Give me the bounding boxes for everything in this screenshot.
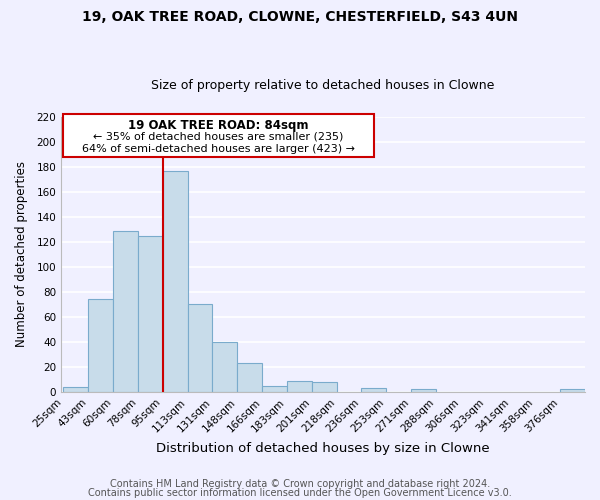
- Text: ← 35% of detached houses are smaller (235): ← 35% of detached houses are smaller (23…: [94, 131, 344, 141]
- Text: 19 OAK TREE ROAD: 84sqm: 19 OAK TREE ROAD: 84sqm: [128, 118, 309, 132]
- Title: Size of property relative to detached houses in Clowne: Size of property relative to detached ho…: [151, 79, 494, 92]
- Bar: [113, 230, 138, 392]
- Bar: [64, 387, 88, 392]
- Bar: [163, 170, 188, 392]
- Bar: [237, 363, 262, 392]
- Bar: [212, 342, 237, 392]
- FancyBboxPatch shape: [64, 114, 374, 157]
- Bar: [287, 380, 312, 392]
- Bar: [560, 390, 585, 392]
- Bar: [262, 386, 287, 392]
- Bar: [312, 382, 337, 392]
- X-axis label: Distribution of detached houses by size in Clowne: Distribution of detached houses by size …: [156, 442, 490, 455]
- Bar: [88, 300, 113, 392]
- Text: 64% of semi-detached houses are larger (423) →: 64% of semi-detached houses are larger (…: [82, 144, 355, 154]
- Text: Contains public sector information licensed under the Open Government Licence v3: Contains public sector information licen…: [88, 488, 512, 498]
- Text: Contains HM Land Registry data © Crown copyright and database right 2024.: Contains HM Land Registry data © Crown c…: [110, 479, 490, 489]
- Bar: [188, 304, 212, 392]
- Bar: [361, 388, 386, 392]
- Text: 19, OAK TREE ROAD, CLOWNE, CHESTERFIELD, S43 4UN: 19, OAK TREE ROAD, CLOWNE, CHESTERFIELD,…: [82, 10, 518, 24]
- Bar: [138, 236, 163, 392]
- Bar: [411, 390, 436, 392]
- Y-axis label: Number of detached properties: Number of detached properties: [15, 162, 28, 348]
